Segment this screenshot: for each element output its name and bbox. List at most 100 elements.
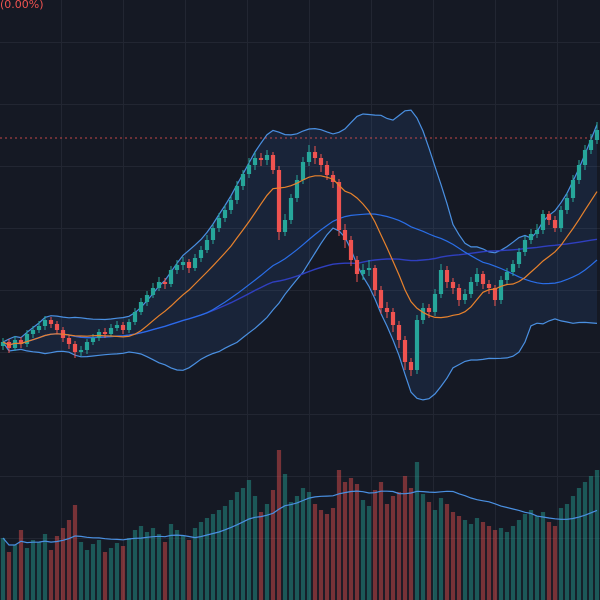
volume-bar <box>396 492 402 600</box>
volume-bar <box>174 530 180 600</box>
volume-bar <box>216 510 222 600</box>
volume-bar <box>18 530 24 600</box>
candle-body <box>48 320 54 324</box>
candle-body <box>114 325 120 328</box>
volume-ma <box>2 490 598 546</box>
ma-short <box>2 175 598 346</box>
candle-body <box>42 320 48 326</box>
volume-bar <box>372 490 378 600</box>
candle-body <box>78 350 84 352</box>
candle-body <box>168 270 174 284</box>
candle-body <box>342 230 348 240</box>
volume-bar <box>66 520 72 600</box>
volume-bar <box>246 480 252 600</box>
volume-bar <box>528 510 534 600</box>
candle-body <box>144 295 150 302</box>
volume-bar <box>534 516 540 600</box>
volume-bar <box>96 540 102 600</box>
volume-bar <box>180 536 186 600</box>
candle-body <box>402 340 408 362</box>
candle-body <box>156 282 162 288</box>
candle-body <box>390 312 396 325</box>
volume-bar <box>348 478 354 600</box>
candle-body <box>234 186 240 200</box>
candle-body <box>294 180 300 198</box>
candle-body <box>510 264 516 272</box>
volume-bar <box>0 538 6 600</box>
candle-body <box>162 282 168 284</box>
candle-body <box>12 340 18 348</box>
volume-bar <box>288 502 294 600</box>
candle-body <box>0 342 6 346</box>
candle-body <box>102 332 108 334</box>
candle-body <box>372 268 378 290</box>
candle-body <box>582 150 588 165</box>
candle-body <box>492 288 498 300</box>
volume-bar <box>162 542 168 600</box>
candle-body <box>426 308 432 312</box>
volume-bar <box>408 488 414 600</box>
candle-body <box>444 270 450 282</box>
ma-mid <box>2 213 598 346</box>
volume-bar <box>132 530 138 600</box>
volume-bar <box>444 504 450 600</box>
candle-body <box>312 152 318 158</box>
volume-bar <box>360 500 366 600</box>
candle-body <box>528 234 534 240</box>
volume-bar <box>282 474 288 600</box>
volume-bar <box>270 490 276 600</box>
volume-bar <box>30 540 36 600</box>
candle-body <box>396 325 402 340</box>
candle-body <box>54 324 60 330</box>
candle-body <box>408 362 414 370</box>
candle-body <box>126 322 132 330</box>
volume-bar <box>210 514 216 600</box>
volume-bar <box>138 526 144 600</box>
volume-bar <box>264 504 270 600</box>
volume-bar <box>366 506 372 600</box>
volume-bar <box>426 502 432 600</box>
volume-bar <box>186 540 192 600</box>
volume-bar <box>486 526 492 600</box>
volume-bar <box>336 470 342 600</box>
volume-bar <box>540 512 546 600</box>
candle-body <box>450 282 456 288</box>
candle-body <box>486 284 492 288</box>
candle-body <box>270 155 276 170</box>
candle-body <box>276 170 282 232</box>
candle-body <box>366 268 372 270</box>
candle-body <box>222 210 228 218</box>
candle-body <box>594 130 600 140</box>
candle-body <box>552 220 558 228</box>
volume-bar <box>144 532 150 600</box>
candle-body <box>90 338 96 342</box>
volume-bar <box>312 504 318 600</box>
candle-body <box>564 198 570 210</box>
candle-body <box>252 158 258 165</box>
volume-bar <box>90 544 96 600</box>
candle-body <box>432 294 438 312</box>
candle-body <box>288 198 294 220</box>
volume-bar <box>582 482 588 600</box>
volume-bar <box>258 512 264 600</box>
volume-bar <box>324 514 330 600</box>
candle-body <box>540 214 546 230</box>
volume-bar <box>102 552 108 600</box>
bollinger-upper <box>2 109 598 343</box>
volume-bar <box>48 550 54 600</box>
candle-body <box>300 162 306 180</box>
candle-body <box>474 274 480 282</box>
candle-body <box>504 272 510 280</box>
volume-bar <box>552 526 558 600</box>
volume-bar <box>72 505 78 600</box>
candle-body <box>120 325 126 330</box>
volume-bar <box>414 462 420 600</box>
candle-body <box>420 308 426 320</box>
candle-body <box>360 270 366 274</box>
volume-bar <box>342 482 348 600</box>
candle-body <box>354 260 360 274</box>
candle-body <box>240 174 246 186</box>
candle-body <box>246 165 252 174</box>
volume-bar <box>126 538 132 600</box>
